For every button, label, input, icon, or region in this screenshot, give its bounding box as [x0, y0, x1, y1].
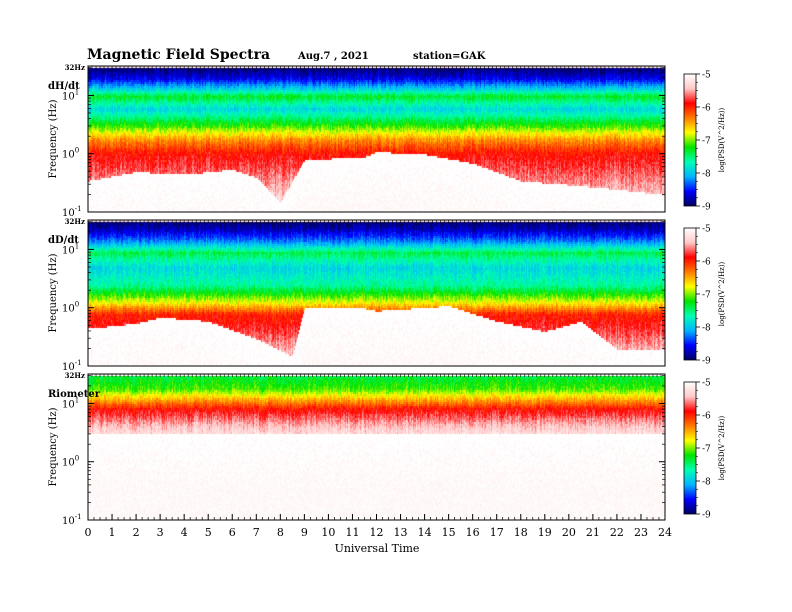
x-tick-label: 23 — [634, 526, 648, 539]
y-tick-label: 100 — [62, 455, 79, 469]
top-frequency-label: 32Hz — [65, 217, 85, 226]
spectrogram-image — [88, 220, 665, 366]
colorbar-tick-label: -8 — [702, 324, 711, 334]
x-tick-label: 1 — [109, 526, 116, 539]
colorbar-1: -5 -6 -7 -8 -9 log(PSD(V^2/Hz)) — [683, 71, 726, 213]
colorbar-tick-label: -5 — [702, 71, 711, 81]
spectrogram-image — [88, 374, 665, 520]
panel-label: Riometer — [48, 389, 101, 400]
y-tick-label: 101 — [62, 88, 79, 102]
colorbar-2: -5 -6 -7 -8 -9 log(PSD(V^2/Hz)) — [683, 225, 726, 367]
x-tick-label: 16 — [466, 526, 480, 539]
x-tick-label: 9 — [301, 526, 308, 539]
panel-label: dH/dt — [48, 81, 80, 92]
spectrogram-image — [88, 66, 665, 212]
x-tick-label: 14 — [418, 526, 432, 539]
y-tick-label: 101 — [62, 396, 79, 410]
colorbar-scale — [683, 381, 697, 515]
x-tick-label: 12 — [370, 526, 384, 539]
colorbar-tick-label: -7 — [702, 445, 711, 455]
x-tick-label: 15 — [442, 526, 456, 539]
colorbar-tick-label: -5 — [702, 225, 711, 235]
y-tick-label: 10-1 — [62, 513, 82, 527]
x-tick-label: 8 — [277, 526, 284, 539]
x-tick-label: 13 — [394, 526, 408, 539]
x-tick-label: 20 — [562, 526, 576, 539]
panel-label: dD/dt — [48, 235, 79, 246]
x-tick-label: 24 — [658, 526, 672, 539]
colorbar-tick-label: -8 — [702, 478, 711, 488]
colorbar-tick-label: -8 — [702, 170, 711, 180]
colorbar-label: log(PSD(V^2/Hz)) — [718, 107, 726, 172]
x-tick-label: 6 — [229, 526, 236, 539]
figure-title: Magnetic Field Spectra — [87, 47, 270, 63]
colorbar-tick-label: -7 — [702, 137, 711, 147]
colorbar-label: log(PSD(V^2/Hz)) — [718, 415, 726, 480]
y-tick-label: 100 — [62, 147, 79, 161]
x-axis-label: Universal Time — [335, 542, 420, 555]
y-axis-label: Frequency (Hz) — [48, 407, 59, 486]
x-tick-label: 5 — [205, 526, 212, 539]
x-tick-label: 3 — [157, 526, 164, 539]
x-tick-label: 0 — [85, 526, 92, 539]
x-tick-label: 19 — [538, 526, 552, 539]
y-axis-label: Frequency (Hz) — [48, 99, 59, 178]
colorbar-3: -5 -6 -7 -8 -9 log(PSD(V^2/Hz)) — [683, 379, 726, 521]
figure-station: station=GAK — [413, 51, 486, 62]
colorbar-tick-label: -6 — [702, 258, 711, 268]
colorbar-tick-label: -5 — [702, 379, 711, 389]
y-tick-label: 101 — [62, 242, 79, 256]
colorbar-scale — [683, 227, 697, 361]
x-tick-label: 7 — [253, 526, 260, 539]
colorbar-scale — [683, 73, 697, 207]
colorbar-tick-label: -7 — [702, 291, 711, 301]
colorbar-tick-label: -6 — [702, 104, 711, 114]
x-axis: 0 1 2 3 4 5 6 7 8 9 10 11 12 13 14 15 16 17 18 19 20 21 22 23 24 — [85, 514, 672, 539]
y-tick-label: 100 — [62, 301, 79, 315]
colorbars: -5 -6 -7 -8 -9 log(PSD(V^2/Hz)) -5 -6 -7 -8 -9 log(… — [683, 71, 726, 521]
x-tick-label: 21 — [586, 526, 600, 539]
x-tick-label: 4 — [181, 526, 188, 539]
y-axis-label: Frequency (Hz) — [48, 253, 59, 332]
top-frequency-label: 32Hz — [65, 371, 85, 380]
figure-date: Aug.7 , 2021 — [297, 51, 369, 62]
x-tick-label: 11 — [345, 526, 359, 539]
x-tick-label: 2 — [133, 526, 140, 539]
x-tick-label: 17 — [490, 526, 504, 539]
x-tick-label: 10 — [321, 526, 335, 539]
colorbar-tick-label: -6 — [702, 412, 711, 422]
colorbar-tick-label: -9 — [702, 357, 711, 367]
top-frequency-label: 32Hz — [65, 63, 85, 72]
colorbar-label: log(PSD(V^2/Hz)) — [718, 261, 726, 326]
colorbar-tick-label: -9 — [702, 511, 711, 521]
colorbar-tick-label: -9 — [702, 203, 711, 213]
x-tick-label: 18 — [514, 526, 528, 539]
x-tick-label: 22 — [610, 526, 624, 539]
